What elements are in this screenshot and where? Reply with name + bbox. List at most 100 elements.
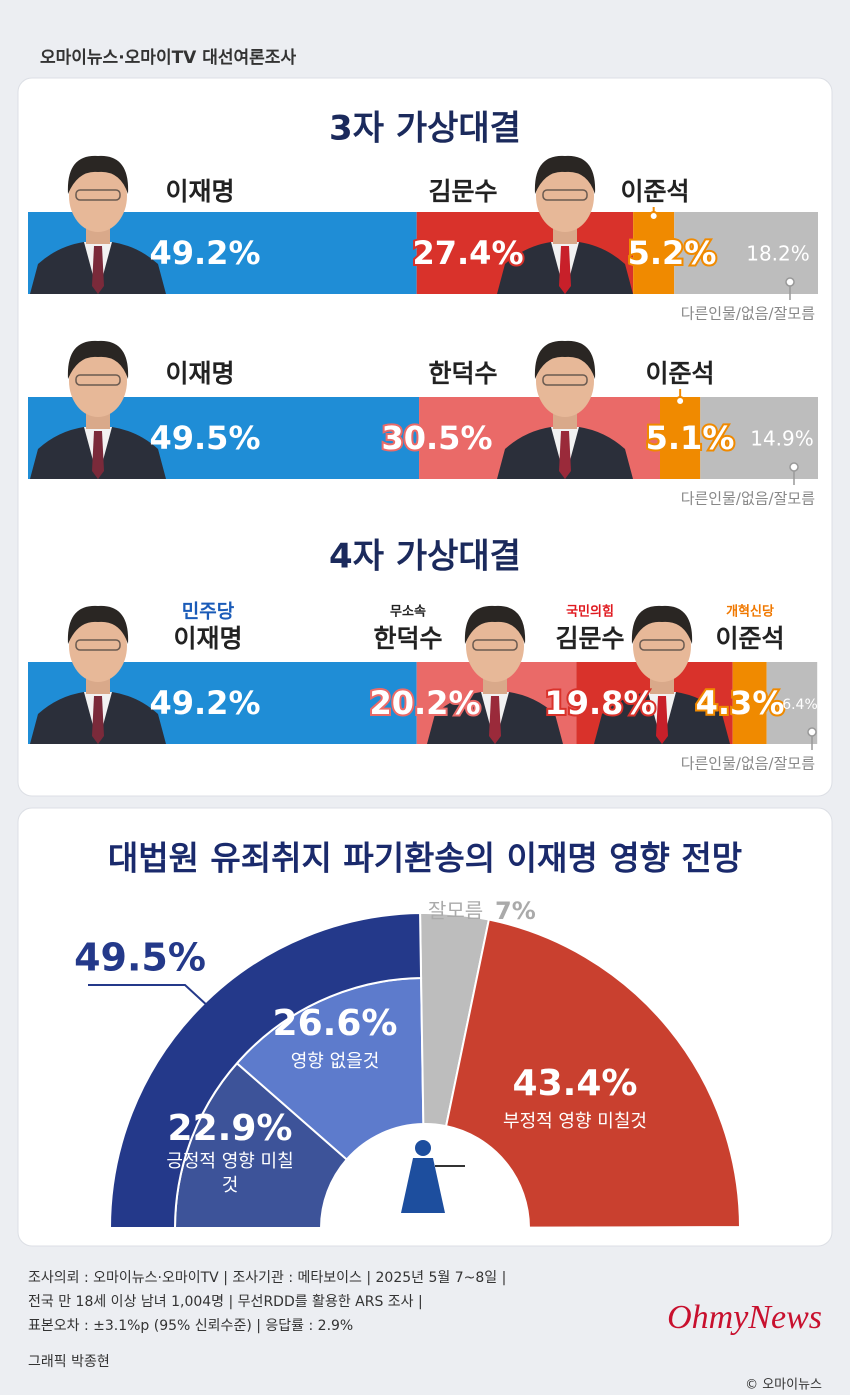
leader-dot bbox=[807, 727, 817, 737]
value-label: 6.4% bbox=[782, 697, 818, 713]
portrait-hair bbox=[534, 340, 596, 379]
header-title: 오마이뉴스·오마이TV 대선여론조사 bbox=[40, 48, 296, 68]
copyright: © 오마이뉴스 bbox=[745, 1378, 822, 1393]
portrait-hair bbox=[67, 155, 129, 194]
pie-title: 대법원 유죄취지 파기환송의 이재명 영향 전망 bbox=[108, 839, 742, 878]
group-leader bbox=[88, 984, 211, 1009]
portrait-glasses bbox=[639, 639, 685, 651]
value-label: 43.4% bbox=[513, 1063, 638, 1104]
portrait-face bbox=[633, 610, 691, 682]
category-label: 잘모름 bbox=[428, 899, 483, 923]
category-label: 긍정적 영향 미칠것 bbox=[166, 1151, 294, 1196]
portrait-face bbox=[466, 610, 524, 682]
footer-line: 전국 만 18세 이상 남녀 1,004명 | 무선RDD를 활용한 ARS 조… bbox=[28, 1294, 423, 1310]
value-label: 49.5% bbox=[149, 419, 260, 457]
leader-dot bbox=[789, 462, 799, 472]
portrait-tie bbox=[92, 696, 104, 744]
footer-line: 표본오차 : ±3.1%p (95% 신뢰수준) | 응답률 : 2.9% bbox=[28, 1318, 353, 1334]
portrait bbox=[30, 155, 166, 294]
portrait-neck bbox=[86, 228, 110, 244]
leader-dot bbox=[648, 211, 659, 221]
party-label: 무소속 bbox=[390, 605, 426, 620]
portrait bbox=[497, 340, 633, 479]
candidate-name: 이준석 bbox=[620, 177, 689, 206]
category-label: 영향 없을것 bbox=[291, 1051, 380, 1072]
portrait bbox=[497, 155, 633, 294]
portrait-neck bbox=[483, 678, 507, 694]
bar-segment bbox=[633, 212, 675, 294]
candidate-name: 이준석 bbox=[645, 359, 714, 388]
value-label: 14.9% bbox=[750, 427, 814, 451]
portrait-glasses bbox=[472, 639, 518, 651]
group-label: 49.5% bbox=[74, 936, 206, 980]
value-label: 18.2% bbox=[746, 242, 810, 266]
party-label: 국민의힘 bbox=[566, 604, 614, 620]
pie-segment bbox=[444, 918, 742, 1229]
portrait-neck bbox=[553, 228, 577, 244]
value-label: 49.2% bbox=[149, 684, 260, 722]
portrait-neck bbox=[86, 678, 110, 694]
portrait-tie bbox=[656, 696, 668, 744]
portrait-face bbox=[536, 160, 594, 232]
portrait-face bbox=[536, 345, 594, 417]
candidate-name: 이재명 bbox=[165, 359, 234, 388]
section-title: 3자 가상대결 bbox=[329, 109, 521, 149]
portrait bbox=[30, 340, 166, 479]
group-ring bbox=[108, 912, 423, 1229]
value-label: 7% bbox=[495, 897, 536, 925]
portrait-tie bbox=[92, 431, 104, 479]
candidate-name: 이재명 bbox=[173, 624, 242, 653]
bar-segment bbox=[660, 397, 701, 479]
portrait-tie bbox=[559, 246, 571, 294]
value-label: 4.3% bbox=[696, 684, 785, 722]
portrait bbox=[427, 605, 563, 744]
portrait-hair bbox=[464, 605, 526, 644]
portrait-tie bbox=[489, 696, 501, 744]
candidate-name: 한덕수 bbox=[373, 624, 442, 653]
portrait-face bbox=[69, 610, 127, 682]
portrait bbox=[594, 605, 730, 744]
emblem-figure bbox=[401, 1158, 445, 1213]
section-title: 4자 가상대결 bbox=[329, 537, 521, 577]
portrait-neck bbox=[553, 413, 577, 429]
bar-segment bbox=[732, 662, 767, 744]
party-label: 개혁신당 bbox=[726, 604, 774, 620]
candidate-name: 한덕수 bbox=[428, 359, 497, 388]
portrait-hair bbox=[67, 340, 129, 379]
value-label: 5.1% bbox=[646, 419, 735, 457]
footer-credit: 그래픽 박종현 bbox=[28, 1354, 110, 1370]
portrait-glasses bbox=[75, 189, 121, 201]
portrait-glasses bbox=[75, 639, 121, 651]
candidate-name: 김문수 bbox=[428, 177, 497, 206]
value-label: 20.2% bbox=[369, 684, 480, 722]
portrait-hair bbox=[67, 605, 129, 644]
category-label: 부정적 영향 미칠것 bbox=[503, 1111, 647, 1132]
portrait-glasses bbox=[542, 189, 588, 201]
portrait-tie bbox=[92, 246, 104, 294]
value-label: 19.8% bbox=[544, 684, 655, 722]
candidate-name: 김문수 bbox=[555, 624, 624, 653]
other-label: 다른인물/없음/잘모름 bbox=[681, 305, 816, 323]
portrait-neck bbox=[86, 413, 110, 429]
portrait-glasses bbox=[75, 374, 121, 386]
portrait-face bbox=[69, 160, 127, 232]
leader-dot bbox=[675, 396, 686, 406]
party-label: 민주당 bbox=[182, 601, 235, 623]
candidate-name: 이준석 bbox=[715, 624, 784, 653]
value-label: 26.6% bbox=[273, 1003, 398, 1044]
value-label: 49.2% bbox=[149, 234, 260, 272]
value-label: 22.9% bbox=[168, 1108, 293, 1149]
value-label: 5.2% bbox=[628, 234, 717, 272]
value-label: 30.5% bbox=[381, 419, 492, 457]
footer-line: 조사의뢰 : 오마이뉴스·오마이TV | 조사기관 : 메타보이스 | 2025… bbox=[28, 1270, 506, 1286]
value-label: 27.4% bbox=[412, 234, 523, 272]
category-label-box: 긍정적 영향 미칠것 bbox=[166, 1151, 294, 1196]
candidate-name: 이재명 bbox=[165, 177, 234, 206]
other-label: 다른인물/없음/잘모름 bbox=[681, 490, 816, 508]
leader-dot bbox=[785, 277, 795, 287]
other-label: 다른인물/없음/잘모름 bbox=[681, 755, 816, 773]
portrait-hair bbox=[631, 605, 693, 644]
logo: OhmyNews bbox=[667, 1299, 822, 1336]
portrait-neck bbox=[650, 678, 674, 694]
